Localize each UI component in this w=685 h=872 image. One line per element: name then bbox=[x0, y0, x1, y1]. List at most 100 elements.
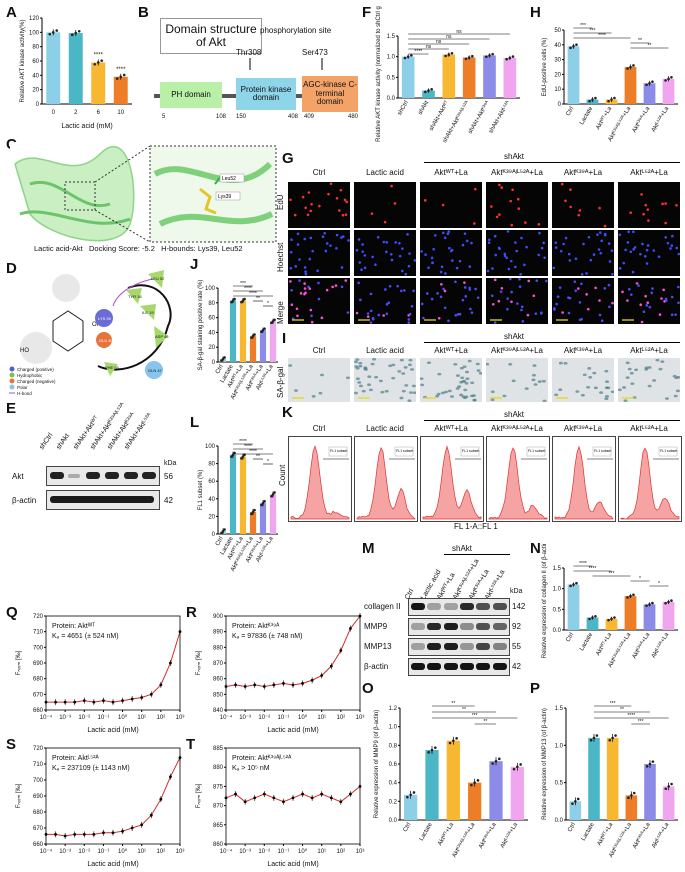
data-point bbox=[100, 59, 104, 62]
y-tick-label: 900 bbox=[213, 614, 224, 620]
x-tick-label: 10¹ bbox=[317, 849, 326, 855]
data-point bbox=[651, 80, 654, 84]
bar bbox=[46, 32, 61, 104]
protein-label: Protein: Aktᴸ⁵²ᴬ bbox=[52, 754, 99, 762]
x-tick-label: 10⁻³ bbox=[239, 849, 251, 855]
res-lys39: Lys39 bbox=[218, 194, 231, 200]
data-point bbox=[613, 616, 616, 619]
flow-col-5: Aktᴸ⁵²ᴬ+La bbox=[630, 424, 668, 433]
res-node-label-3: LYS 39 bbox=[98, 316, 112, 321]
x-tick-label: 10⁻¹ bbox=[98, 849, 110, 855]
kd-label: Kₔ = 237109 (± 1143 nM) bbox=[52, 765, 130, 772]
pos-408: 408 bbox=[288, 114, 299, 120]
wb-m-kda-55: 55 bbox=[512, 642, 521, 651]
plot-frame bbox=[225, 615, 361, 711]
data-point bbox=[632, 593, 635, 597]
sig-label: ** bbox=[462, 707, 466, 713]
data-point bbox=[626, 596, 629, 599]
x-tick-label: Aktᴸ⁵²ᴬ+La bbox=[649, 820, 670, 849]
western-blot-m: shAkt Ctrl Lactic acid Aktᵂᵀ+La Aktᴷ³⁹ᴬʲ… bbox=[364, 544, 534, 678]
edu-image-tile bbox=[420, 230, 482, 276]
data-point bbox=[505, 57, 508, 61]
y-tick-label: 890 bbox=[213, 630, 224, 636]
sabgal-col-1: Lactic acid bbox=[366, 346, 404, 355]
x-tick-label: 2 bbox=[74, 110, 78, 116]
wb-m-kda-42: 42 bbox=[512, 662, 521, 671]
data-point bbox=[70, 33, 74, 37]
y-tick-label: 680 bbox=[33, 677, 44, 683]
x-tick-label: Aktᵂᵀ+La bbox=[595, 631, 614, 657]
data-point bbox=[591, 616, 594, 619]
data-point bbox=[611, 736, 614, 740]
domain-structure-panel: Domain structure of Akt phosphorylation … bbox=[150, 8, 360, 138]
data-point bbox=[358, 614, 362, 618]
sabgal-image-tile bbox=[617, 358, 681, 403]
sabgal-image-tile bbox=[552, 358, 615, 402]
data-point bbox=[467, 56, 471, 59]
res-node-label-7: GLN 47 bbox=[148, 368, 163, 373]
data-point bbox=[82, 699, 86, 702]
x-tick-label: 10³ bbox=[356, 849, 365, 855]
data-point bbox=[220, 531, 223, 535]
edu-image-tile bbox=[486, 182, 548, 228]
data-point bbox=[409, 793, 412, 797]
data-point bbox=[241, 455, 245, 458]
legend-hbond: H-bond bbox=[17, 391, 32, 396]
data-point bbox=[627, 796, 630, 800]
x-tick-label: 10¹ bbox=[317, 715, 326, 721]
fit-curve bbox=[46, 631, 181, 703]
x-tick-label: shAkt bbox=[418, 100, 431, 116]
data-point bbox=[412, 791, 416, 794]
y-tick-label: 1.2 bbox=[389, 706, 398, 712]
y-axis-label: Fₙₒᵣₘ [‰] bbox=[16, 783, 22, 808]
flow-histogram: FL1 subset bbox=[354, 436, 418, 522]
data-point bbox=[262, 685, 266, 688]
sig-label: ** bbox=[648, 43, 652, 49]
sig-label: *** bbox=[610, 701, 616, 707]
bar bbox=[643, 604, 656, 630]
y-axis-label: Relative expression of collagen II (of β… bbox=[542, 544, 548, 658]
panel-label-n: N bbox=[530, 540, 541, 557]
data-point bbox=[261, 501, 265, 505]
docking-panel: Leu52 Lys39 Lactic acid-Akt Docking Scor… bbox=[10, 144, 280, 254]
y-tick-label: 50 bbox=[554, 28, 561, 34]
edu-image-tile bbox=[420, 278, 482, 324]
y-tick-label: 60 bbox=[208, 316, 215, 322]
edu-col-0: Ctrl bbox=[312, 168, 326, 177]
bar bbox=[567, 584, 580, 630]
panel-label-l: L bbox=[190, 414, 200, 431]
sig-label: **** bbox=[116, 67, 126, 73]
ribbon-helix-1 bbox=[29, 180, 111, 208]
data-point bbox=[234, 683, 237, 687]
data-point bbox=[588, 617, 591, 621]
data-point bbox=[471, 54, 474, 58]
svg-text:FL1 subset: FL1 subset bbox=[594, 449, 611, 453]
wb-m-band-row bbox=[408, 638, 510, 656]
y-tick-label: 0 bbox=[558, 102, 562, 108]
data-point bbox=[253, 333, 256, 336]
wb-e-kda-56: 56 bbox=[164, 472, 173, 481]
svg-text:FL1 subset: FL1 subset bbox=[330, 449, 347, 453]
bar bbox=[588, 737, 600, 820]
flow-col-0: Ctrl bbox=[312, 424, 326, 433]
data-point bbox=[626, 67, 629, 70]
bar bbox=[662, 78, 675, 104]
y-tick-label: 60 bbox=[208, 479, 215, 485]
y-tick-label: 40 bbox=[208, 330, 215, 336]
x-tick-label: 10¹ bbox=[137, 849, 146, 855]
x-tick-label: 10² bbox=[157, 715, 166, 721]
y-tick-label: 40 bbox=[32, 73, 39, 79]
x-tick-label: Lactate bbox=[579, 105, 594, 126]
svg-text:OH: OH bbox=[92, 322, 101, 328]
x-tick-label: Aktᴷ³⁹ᴬ+La bbox=[630, 104, 652, 133]
data-point bbox=[320, 674, 324, 677]
data-point bbox=[291, 796, 295, 800]
sabgal-col-5: Aktᴸ⁵²ᴬ+La bbox=[630, 346, 668, 355]
y-tick-label: 875 bbox=[213, 784, 224, 790]
pos-409: 409 bbox=[304, 114, 315, 120]
panel-label-d: D bbox=[6, 260, 17, 277]
y-tick-label: 700 bbox=[33, 645, 44, 651]
y-axis-label: EdU-positive cells (%) bbox=[542, 38, 548, 97]
data-point bbox=[670, 75, 673, 79]
res-lys39-node bbox=[95, 309, 113, 327]
